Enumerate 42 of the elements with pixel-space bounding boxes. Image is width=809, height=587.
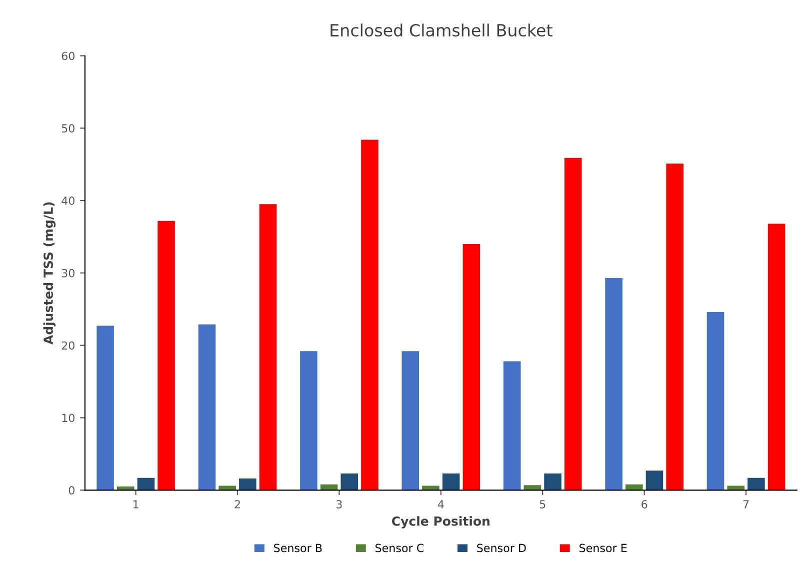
chart-title: Enclosed Clamshell Bucket [330, 24, 552, 37]
y-tick-label: 0 [68, 486, 74, 495]
bar [605, 278, 622, 490]
bar [544, 473, 562, 490]
y-tick-label: 30 [62, 268, 74, 278]
y-tick-label: 50 [62, 124, 74, 133]
bar [564, 158, 582, 490]
legend-label: Sensor D [477, 544, 526, 552]
y-tick-label: 60 [62, 52, 74, 60]
x-axis-title: Cycle Position [392, 516, 490, 528]
legend-label: Sensor C [375, 544, 424, 552]
x-tick-label: 3 [336, 500, 342, 508]
bar [646, 470, 664, 490]
bar [748, 478, 765, 490]
y-tick-label: 20 [62, 341, 74, 350]
bar [442, 473, 460, 490]
x-tick-label: 4 [438, 500, 444, 508]
legend-label: Sensor E [579, 544, 627, 552]
bar [402, 351, 420, 490]
bar [361, 140, 378, 490]
x-tick-label: 5 [540, 500, 546, 508]
y-tick-label: 10 [62, 414, 74, 422]
x-tick-label: 1 [133, 500, 138, 508]
y-tick-label: 40 [62, 196, 74, 205]
bar [503, 361, 521, 490]
bar [340, 473, 358, 490]
bar [768, 224, 786, 490]
bar [666, 164, 684, 490]
bar [137, 478, 155, 490]
x-tick-label: 7 [743, 500, 749, 508]
x-tick-label: 2 [234, 500, 240, 508]
bar [198, 324, 216, 490]
legend-label: Sensor B [274, 544, 322, 552]
bar [158, 220, 175, 490]
bar [239, 478, 256, 490]
bar [96, 326, 114, 490]
x-tick-label: 6 [642, 500, 648, 508]
y-axis-title: Adjusted TSS (mg/L) [43, 202, 56, 345]
bar [300, 351, 318, 490]
bar [706, 312, 724, 490]
bar [259, 204, 277, 490]
bar [462, 244, 480, 490]
